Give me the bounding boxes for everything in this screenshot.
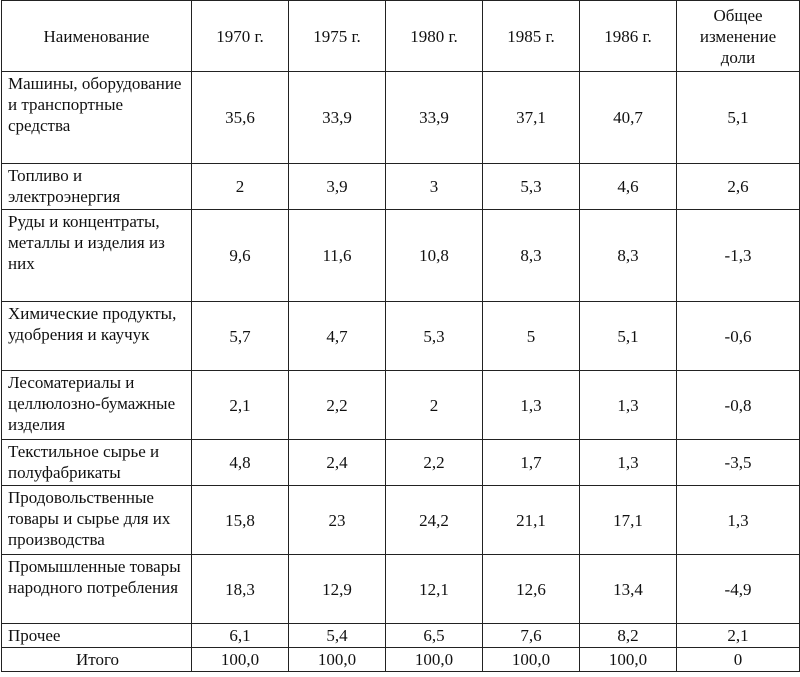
row-label: Химические продукты, удобрения и каучук	[1, 301, 192, 371]
cell-1975: 2,2	[288, 370, 386, 440]
table-row: Топливо и электроэнергия 2 3,9 3 5,3 4,6…	[1, 163, 800, 210]
cell-change: -3,5	[676, 439, 800, 486]
table-row: Лесоматериалы и целлюлозно-бумажные изде…	[1, 370, 800, 440]
cell-1980: 2,2	[385, 439, 483, 486]
cell-1970: 100,0	[191, 647, 289, 672]
cell-1975: 33,9	[288, 71, 386, 164]
cell-1985: 8,3	[482, 209, 580, 302]
cell-1986: 13,4	[579, 554, 677, 624]
cell-1986: 17,1	[579, 485, 677, 555]
table-row: Химические продукты, удобрения и каучук …	[1, 301, 800, 371]
cell-1985: 1,7	[482, 439, 580, 486]
cell-1986: 8,3	[579, 209, 677, 302]
cell-1975: 23	[288, 485, 386, 555]
row-label: Лесоматериалы и целлюлозно-бумажные изде…	[1, 370, 192, 440]
cell-1975: 5,4	[288, 623, 386, 648]
cell-change: -4,9	[676, 554, 800, 624]
row-label: Машины, оборудование и транспортные сред…	[1, 71, 192, 164]
row-label: Промышленные товары народного потреблени…	[1, 554, 192, 624]
column-header-1970: 1970 г.	[191, 0, 289, 72]
cell-1986: 1,3	[579, 370, 677, 440]
cell-1985: 37,1	[482, 71, 580, 164]
cell-1970: 2,1	[191, 370, 289, 440]
cell-1980: 12,1	[385, 554, 483, 624]
cell-1985: 5	[482, 301, 580, 371]
row-label: Продовольственные товары и сырье для их …	[1, 485, 192, 555]
cell-change: 2,6	[676, 163, 800, 210]
cell-1970: 4,8	[191, 439, 289, 486]
table-row: Прочее 6,1 5,4 6,5 7,6 8,2 2,1	[1, 623, 800, 648]
cell-1986: 4,6	[579, 163, 677, 210]
cell-change: -1,3	[676, 209, 800, 302]
cell-change: 1,3	[676, 485, 800, 555]
cell-1970: 5,7	[191, 301, 289, 371]
cell-1970: 15,8	[191, 485, 289, 555]
row-label: Итого	[1, 647, 192, 672]
cell-1975: 3,9	[288, 163, 386, 210]
cell-1985: 5,3	[482, 163, 580, 210]
cell-1985: 12,6	[482, 554, 580, 624]
table-row: Текстильное сырье и полуфабрикаты 4,8 2,…	[1, 439, 800, 486]
row-label: Руды и концентраты, металлы и изделия из…	[1, 209, 192, 302]
cell-1986: 8,2	[579, 623, 677, 648]
cell-change: 0	[676, 647, 800, 672]
cell-change: 2,1	[676, 623, 800, 648]
cell-1985: 7,6	[482, 623, 580, 648]
row-label: Топливо и электроэнергия	[1, 163, 192, 210]
cell-1986: 40,7	[579, 71, 677, 164]
cell-1980: 24,2	[385, 485, 483, 555]
cell-1985: 1,3	[482, 370, 580, 440]
cell-1986: 100,0	[579, 647, 677, 672]
cell-change: 5,1	[676, 71, 800, 164]
column-header-change: Общее изменение доли	[676, 0, 800, 72]
table-row: Руды и концентраты, металлы и изделия из…	[1, 209, 800, 302]
column-header-1975: 1975 г.	[288, 0, 386, 72]
total-row: Итого 100,0 100,0 100,0 100,0 100,0 0	[1, 647, 800, 672]
cell-1980: 6,5	[385, 623, 483, 648]
table-row: Промышленные товары народного потреблени…	[1, 554, 800, 624]
cell-1975: 2,4	[288, 439, 386, 486]
column-header-1986: 1986 г.	[579, 0, 677, 72]
cell-1986: 1,3	[579, 439, 677, 486]
table-row: Машины, оборудование и транспортные сред…	[1, 71, 800, 164]
column-header-name: Наименование	[1, 0, 192, 72]
cell-1985: 21,1	[482, 485, 580, 555]
cell-1975: 11,6	[288, 209, 386, 302]
cell-1975: 4,7	[288, 301, 386, 371]
cell-1980: 3	[385, 163, 483, 210]
cell-1986: 5,1	[579, 301, 677, 371]
column-header-1980: 1980 г.	[385, 0, 483, 72]
column-header-1985: 1985 г.	[482, 0, 580, 72]
cell-1975: 100,0	[288, 647, 386, 672]
cell-1975: 12,9	[288, 554, 386, 624]
cell-1970: 6,1	[191, 623, 289, 648]
table-row: Продовольственные товары и сырье для их …	[1, 485, 800, 555]
cell-1985: 100,0	[482, 647, 580, 672]
row-label: Текстильное сырье и полуфабрикаты	[1, 439, 192, 486]
cell-change: -0,6	[676, 301, 800, 371]
row-label: Прочее	[1, 623, 192, 648]
cell-1980: 5,3	[385, 301, 483, 371]
cell-1980: 100,0	[385, 647, 483, 672]
cell-1970: 35,6	[191, 71, 289, 164]
cell-1980: 2	[385, 370, 483, 440]
cell-1970: 9,6	[191, 209, 289, 302]
cell-1970: 2	[191, 163, 289, 210]
cell-1980: 33,9	[385, 71, 483, 164]
cell-1970: 18,3	[191, 554, 289, 624]
cell-change: -0,8	[676, 370, 800, 440]
cell-1980: 10,8	[385, 209, 483, 302]
header-row: Наименование 1970 г. 1975 г. 1980 г. 198…	[1, 0, 800, 72]
